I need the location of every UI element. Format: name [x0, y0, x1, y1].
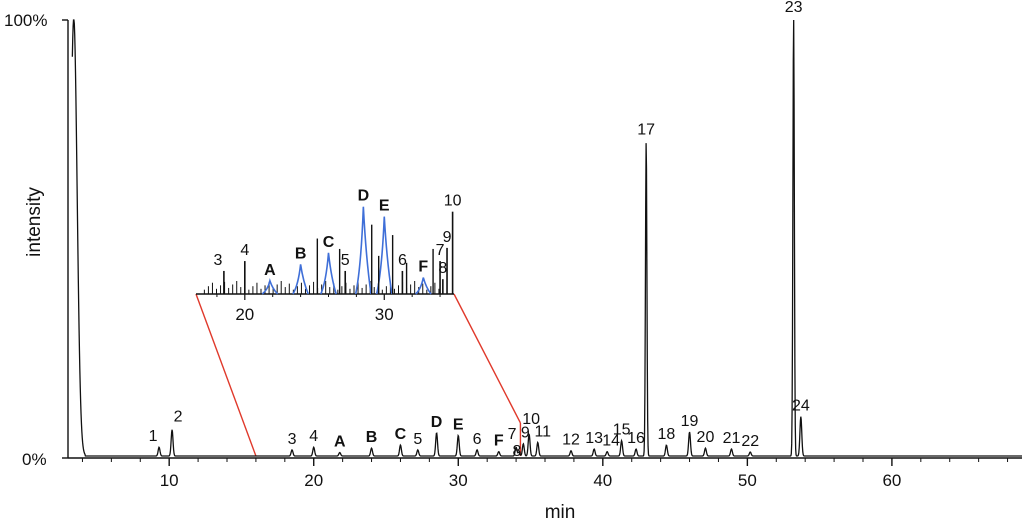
- peak-label-1: 1: [149, 428, 158, 445]
- peak-label-4: 4: [309, 428, 318, 445]
- x-tick-label-60: 60: [882, 471, 901, 490]
- inset-peak-label-F: F: [418, 259, 428, 276]
- inset-peak-E: [375, 216, 393, 295]
- peak-label-10: 10: [522, 411, 540, 428]
- peak-label-16: 16: [627, 430, 645, 447]
- inset-x-tick-label-30: 30: [375, 305, 394, 324]
- peak-label-17: 17: [637, 122, 655, 139]
- inset-peak-label-9: 9: [443, 229, 452, 246]
- inset-peak-D: [354, 206, 372, 295]
- peak-label-8: 8: [513, 443, 522, 460]
- inset-peak-label-C: C: [323, 234, 335, 251]
- peak-label-11: 11: [534, 423, 551, 440]
- peak-label-12: 12: [562, 432, 580, 449]
- main-trace-line: [71, 19, 1022, 457]
- inset-peak-label-6: 6: [398, 252, 407, 269]
- inset-peak-A: [261, 277, 279, 295]
- peak-label-6: 6: [473, 431, 482, 448]
- peak-label-2: 2: [174, 409, 183, 426]
- zoom-line-right: [453, 293, 522, 424]
- x-tick-label-30: 30: [449, 471, 468, 490]
- peak-label-C: C: [395, 426, 407, 443]
- peak-label-24: 24: [792, 398, 810, 415]
- inset-peak-label-D: D: [358, 188, 370, 205]
- x-axis-title: min: [545, 502, 576, 523]
- inset-peak-label-B: B: [295, 245, 307, 262]
- peak-label-19: 19: [681, 413, 699, 430]
- inset-peak-label-A: A: [264, 262, 276, 279]
- peak-label-B: B: [366, 429, 378, 446]
- zoom-line-left: [195, 293, 257, 457]
- inset-peak-C: [320, 252, 337, 295]
- peak-label-13: 13: [585, 430, 603, 447]
- inset-peak-F: [415, 277, 432, 295]
- peak-label-D: D: [431, 414, 443, 431]
- peak-label-22: 22: [741, 433, 759, 450]
- peak-label-E: E: [453, 416, 464, 433]
- x-tick-label-10: 10: [160, 471, 179, 490]
- y-tick-label-0: 0%: [22, 450, 47, 469]
- peak-label-15: 15: [613, 422, 631, 439]
- inset-peak-label-8: 8: [438, 260, 447, 277]
- inset-chart: 3 4A BC5 DE 6 F78 9 10 20 30: [196, 188, 462, 324]
- inset-peak-label-E: E: [379, 198, 390, 215]
- inset-peak-label-4: 4: [240, 242, 249, 259]
- peak-label-9: 9: [521, 425, 530, 442]
- main-trace-group: [71, 19, 1022, 457]
- inset-peak-B: [292, 264, 310, 295]
- peak-label-14: 14: [602, 433, 620, 450]
- peak-label-F: F: [494, 433, 504, 450]
- peak-label-A: A: [334, 433, 346, 450]
- main-axes: 10 20 30 40 50 60: [62, 19, 1022, 490]
- zoom-connector-lines: [195, 293, 522, 457]
- peak-label-5: 5: [413, 431, 422, 448]
- peak-label-20: 20: [697, 429, 715, 446]
- peak-label-7: 7: [508, 426, 517, 443]
- peak-label-21: 21: [723, 430, 741, 447]
- inset-peak-label-5: 5: [341, 252, 350, 269]
- inset-x-tick-label-20: 20: [235, 305, 254, 324]
- peak-label-23: 23: [785, 0, 803, 16]
- inset-peak-label-3: 3: [213, 252, 222, 269]
- x-tick-label-40: 40: [593, 471, 612, 490]
- peak-label-3: 3: [288, 431, 297, 448]
- x-tick-label-20: 20: [304, 471, 323, 490]
- y-axis-title: intensity: [24, 187, 45, 257]
- y-tick-label-100: 100%: [4, 11, 47, 30]
- inset-peak-label-10: 10: [444, 193, 462, 210]
- peak-label-18: 18: [658, 426, 676, 443]
- x-tick-label-50: 50: [738, 471, 757, 490]
- inset-peak-label-7: 7: [436, 242, 445, 259]
